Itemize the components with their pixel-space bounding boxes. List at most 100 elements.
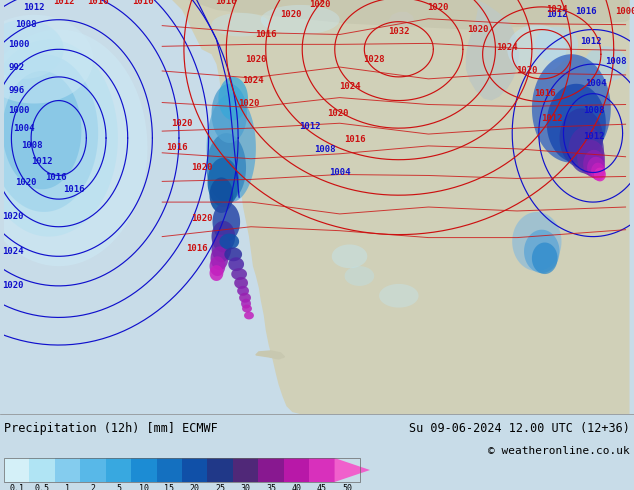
Text: 1020: 1020 xyxy=(467,25,488,34)
Text: 1012: 1012 xyxy=(583,131,605,141)
Polygon shape xyxy=(594,168,606,181)
Bar xyxy=(207,458,233,482)
Polygon shape xyxy=(261,5,340,34)
Polygon shape xyxy=(224,247,242,261)
Text: 1020: 1020 xyxy=(245,55,267,64)
Text: 1000: 1000 xyxy=(615,7,634,16)
Polygon shape xyxy=(210,246,228,270)
Text: 1008: 1008 xyxy=(605,57,626,66)
Polygon shape xyxy=(547,84,606,163)
Text: 0.1: 0.1 xyxy=(10,484,24,490)
Text: 1016: 1016 xyxy=(216,0,237,6)
Polygon shape xyxy=(237,286,249,296)
Text: 0.5: 0.5 xyxy=(35,484,49,490)
Polygon shape xyxy=(256,351,285,359)
Polygon shape xyxy=(207,133,246,202)
Polygon shape xyxy=(210,256,225,276)
Polygon shape xyxy=(332,245,367,268)
Polygon shape xyxy=(0,29,148,266)
Text: 1004: 1004 xyxy=(585,79,607,88)
Text: 15: 15 xyxy=(164,484,174,490)
Text: 1016: 1016 xyxy=(576,7,597,16)
Text: 1016: 1016 xyxy=(132,0,153,6)
Text: 1012: 1012 xyxy=(546,10,567,19)
Text: 1020: 1020 xyxy=(327,109,349,118)
Text: 1020: 1020 xyxy=(171,119,193,128)
Polygon shape xyxy=(172,0,630,414)
Text: 1008: 1008 xyxy=(314,146,335,154)
Polygon shape xyxy=(591,163,605,180)
Text: 1020: 1020 xyxy=(427,3,449,12)
Polygon shape xyxy=(207,94,256,202)
Text: 1024: 1024 xyxy=(339,82,360,91)
Text: 996: 996 xyxy=(8,86,24,95)
Bar xyxy=(131,458,157,482)
Polygon shape xyxy=(335,458,370,482)
Text: 1012: 1012 xyxy=(23,3,45,12)
Text: 40: 40 xyxy=(292,484,301,490)
Polygon shape xyxy=(569,126,604,173)
Text: Su 09-06-2024 12.00 UTC (12+36): Su 09-06-2024 12.00 UTC (12+36) xyxy=(409,422,630,435)
Text: 1004: 1004 xyxy=(13,123,35,133)
Polygon shape xyxy=(507,24,566,74)
Polygon shape xyxy=(512,212,562,271)
Polygon shape xyxy=(212,235,231,262)
Text: 1000: 1000 xyxy=(8,40,30,49)
Text: 1016: 1016 xyxy=(166,144,188,152)
Text: 1008: 1008 xyxy=(583,106,605,115)
Polygon shape xyxy=(207,158,239,207)
Polygon shape xyxy=(219,234,239,249)
Polygon shape xyxy=(578,140,605,175)
Bar xyxy=(283,458,309,482)
Text: Precipitation (12h) [mm] ECMWF: Precipitation (12h) [mm] ECMWF xyxy=(4,422,217,435)
Text: 1016: 1016 xyxy=(45,173,67,182)
Text: 1020: 1020 xyxy=(280,10,301,19)
Text: 1012: 1012 xyxy=(541,114,562,123)
Polygon shape xyxy=(583,150,605,177)
Text: 1020: 1020 xyxy=(2,281,23,291)
Text: 1020: 1020 xyxy=(516,67,538,75)
Text: © weatheronline.co.uk: © weatheronline.co.uk xyxy=(488,446,630,456)
Bar xyxy=(81,458,106,482)
Bar xyxy=(106,458,131,482)
Text: 1016: 1016 xyxy=(186,244,207,253)
Text: 45: 45 xyxy=(317,484,327,490)
Bar xyxy=(4,458,360,482)
Polygon shape xyxy=(210,177,233,213)
Bar xyxy=(233,458,258,482)
Text: 1016: 1016 xyxy=(534,89,555,98)
Polygon shape xyxy=(532,54,611,163)
Polygon shape xyxy=(234,277,248,289)
Text: 1020: 1020 xyxy=(15,178,37,187)
Polygon shape xyxy=(212,13,271,36)
Bar xyxy=(55,458,81,482)
Bar xyxy=(309,458,335,482)
Polygon shape xyxy=(212,202,240,242)
Polygon shape xyxy=(3,71,81,189)
Text: 992: 992 xyxy=(8,63,24,72)
Polygon shape xyxy=(535,26,578,62)
Polygon shape xyxy=(0,15,93,103)
Polygon shape xyxy=(524,230,560,273)
Text: 1: 1 xyxy=(65,484,70,490)
Polygon shape xyxy=(379,284,418,308)
Text: 1016: 1016 xyxy=(63,185,84,194)
Text: 1008: 1008 xyxy=(15,20,37,29)
Text: 1024: 1024 xyxy=(496,43,518,52)
Polygon shape xyxy=(231,268,247,280)
Text: 1024: 1024 xyxy=(2,247,23,256)
Text: 30: 30 xyxy=(240,484,250,490)
Polygon shape xyxy=(560,108,603,168)
Text: 1020: 1020 xyxy=(238,99,260,108)
Text: 1020: 1020 xyxy=(309,0,331,9)
Polygon shape xyxy=(532,243,557,274)
Text: 1004: 1004 xyxy=(329,168,351,177)
Text: 1012: 1012 xyxy=(53,0,74,6)
Text: 35: 35 xyxy=(266,484,276,490)
Polygon shape xyxy=(466,0,519,100)
Text: 50: 50 xyxy=(342,484,353,490)
Bar xyxy=(157,458,182,482)
Polygon shape xyxy=(228,257,244,271)
Text: 5: 5 xyxy=(116,484,121,490)
Bar xyxy=(29,458,55,482)
